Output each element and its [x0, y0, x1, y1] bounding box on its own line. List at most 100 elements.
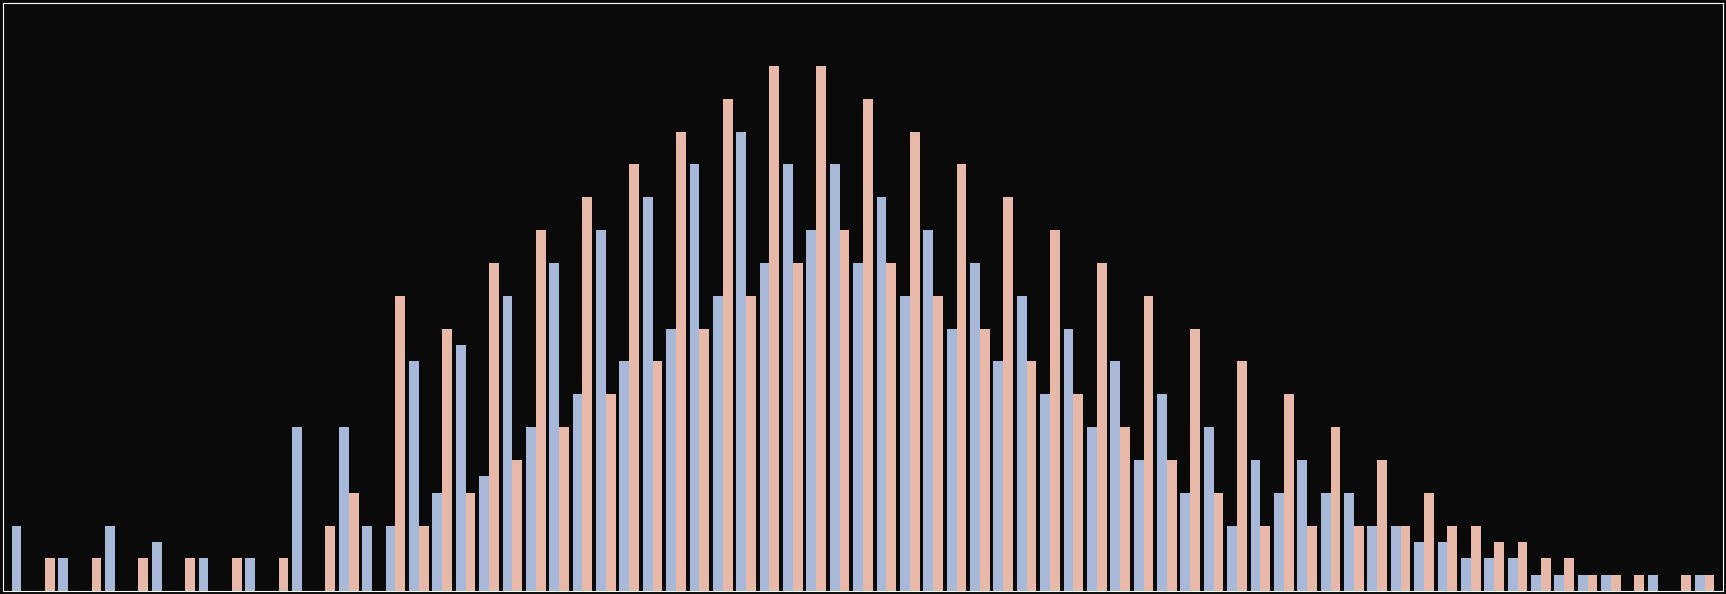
- Bar: [1400, 526, 1410, 591]
- Bar: [1391, 526, 1400, 591]
- Bar: [278, 558, 288, 591]
- Bar: [887, 263, 896, 591]
- Bar: [806, 230, 816, 591]
- Bar: [480, 476, 488, 591]
- Bar: [1541, 558, 1550, 591]
- Bar: [1460, 558, 1471, 591]
- Bar: [442, 328, 452, 591]
- Bar: [152, 542, 162, 591]
- Bar: [1353, 526, 1364, 591]
- Bar: [863, 99, 873, 591]
- Bar: [946, 328, 956, 591]
- Bar: [292, 427, 302, 591]
- Bar: [1648, 575, 1657, 591]
- Bar: [1377, 460, 1388, 591]
- Bar: [595, 230, 606, 591]
- Bar: [1448, 526, 1457, 591]
- Bar: [433, 492, 442, 591]
- Bar: [1555, 575, 1564, 591]
- Bar: [59, 558, 69, 591]
- Bar: [1610, 575, 1621, 591]
- Bar: [1331, 427, 1341, 591]
- Bar: [1517, 542, 1528, 591]
- Bar: [784, 165, 792, 591]
- Bar: [526, 427, 535, 591]
- Bar: [620, 361, 630, 591]
- Bar: [1203, 427, 1213, 591]
- Bar: [582, 197, 592, 591]
- Bar: [1041, 394, 1049, 591]
- Bar: [502, 296, 513, 591]
- Bar: [1705, 575, 1714, 591]
- Bar: [1438, 542, 1448, 591]
- Bar: [1096, 263, 1106, 591]
- Bar: [1635, 575, 1645, 591]
- Bar: [1471, 526, 1481, 591]
- Bar: [231, 558, 242, 591]
- Bar: [1298, 460, 1307, 591]
- Bar: [409, 361, 419, 591]
- Bar: [456, 345, 466, 591]
- Bar: [1588, 575, 1598, 591]
- Bar: [699, 328, 709, 591]
- Bar: [362, 526, 373, 591]
- Bar: [652, 361, 663, 591]
- Bar: [1074, 394, 1084, 591]
- Bar: [1027, 361, 1036, 591]
- Bar: [1191, 328, 1200, 591]
- Bar: [1414, 542, 1424, 591]
- Bar: [1345, 492, 1353, 591]
- Bar: [549, 263, 559, 591]
- Bar: [1695, 575, 1705, 591]
- Bar: [606, 394, 616, 591]
- Bar: [899, 296, 910, 591]
- Bar: [737, 131, 746, 591]
- Bar: [245, 558, 255, 591]
- Bar: [816, 66, 827, 591]
- Bar: [713, 296, 723, 591]
- Bar: [185, 558, 195, 591]
- Bar: [488, 263, 499, 591]
- Bar: [666, 328, 677, 591]
- Bar: [1367, 526, 1377, 591]
- Bar: [630, 165, 639, 591]
- Bar: [970, 263, 980, 591]
- Bar: [1564, 558, 1574, 591]
- Bar: [45, 558, 55, 591]
- Bar: [830, 165, 839, 591]
- Bar: [877, 197, 887, 591]
- Bar: [12, 526, 21, 591]
- Bar: [338, 427, 349, 591]
- Bar: [853, 263, 863, 591]
- Bar: [1509, 558, 1517, 591]
- Bar: [839, 230, 849, 591]
- Bar: [1274, 492, 1284, 591]
- Bar: [573, 394, 582, 591]
- Bar: [1260, 526, 1270, 591]
- Bar: [956, 165, 967, 591]
- Bar: [198, 558, 209, 591]
- Bar: [1251, 460, 1260, 591]
- Bar: [1602, 575, 1610, 591]
- Bar: [419, 526, 428, 591]
- Bar: [994, 361, 1003, 591]
- Bar: [1238, 361, 1246, 591]
- Bar: [1484, 558, 1495, 591]
- Bar: [723, 99, 732, 591]
- Bar: [690, 165, 699, 591]
- Bar: [466, 492, 475, 591]
- Bar: [91, 558, 102, 591]
- Bar: [1181, 492, 1191, 591]
- Bar: [1424, 492, 1434, 591]
- Bar: [326, 526, 335, 591]
- Bar: [1120, 427, 1131, 591]
- Bar: [385, 526, 395, 591]
- Bar: [1531, 575, 1541, 591]
- Bar: [1167, 460, 1177, 591]
- Bar: [1156, 394, 1167, 591]
- Bar: [1284, 394, 1293, 591]
- Bar: [746, 296, 756, 591]
- Bar: [105, 526, 116, 591]
- Bar: [980, 328, 989, 591]
- Bar: [759, 263, 770, 591]
